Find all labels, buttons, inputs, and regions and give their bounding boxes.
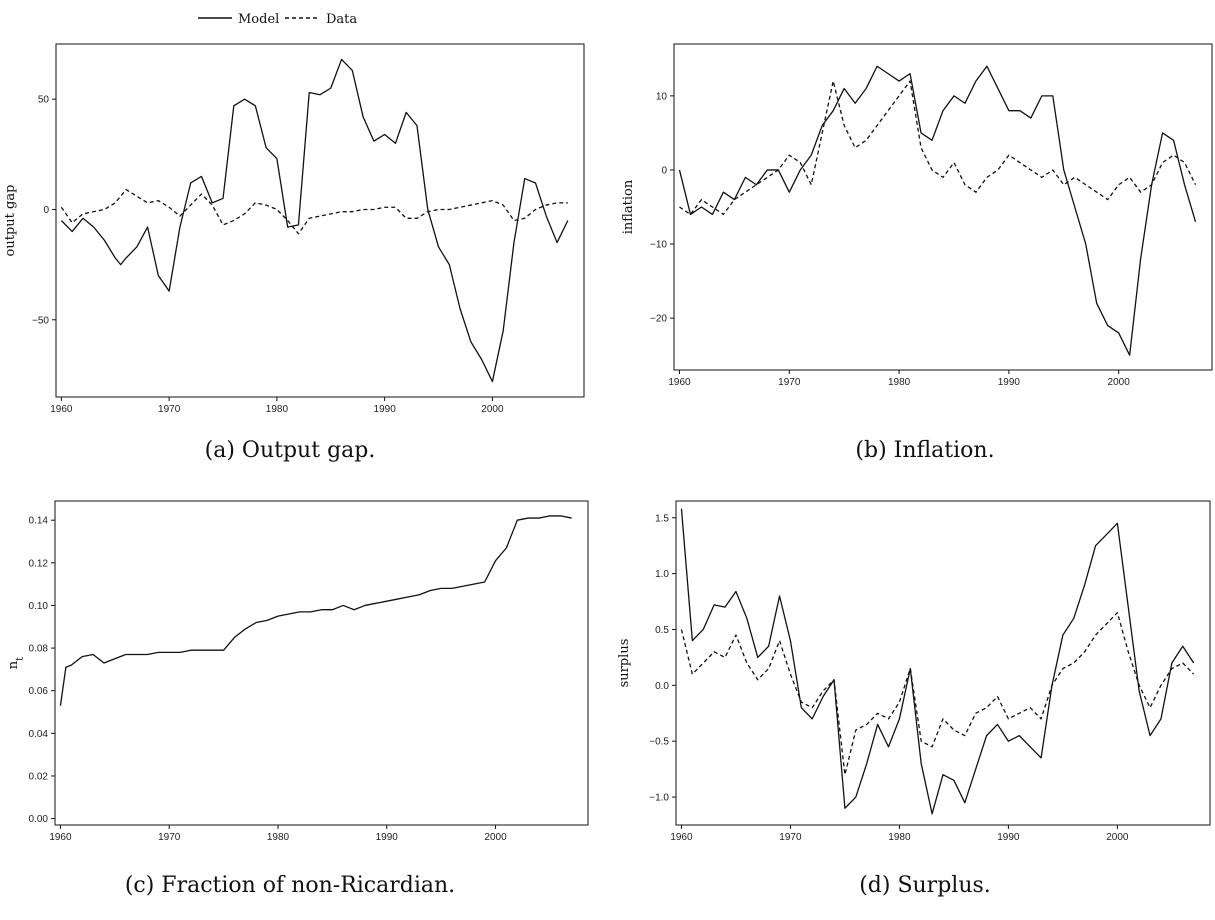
y-tick-label: −0.5 bbox=[649, 737, 669, 748]
y-tick-label: 0.5 bbox=[655, 625, 669, 636]
y-tick-label: 0 bbox=[661, 165, 667, 176]
x-tick-label: 1960 bbox=[670, 832, 693, 843]
series-line-model bbox=[678, 65, 1197, 356]
x-tick-label: 1980 bbox=[888, 832, 911, 843]
y-tick-label: 10 bbox=[656, 91, 668, 102]
y-tick-label: 0 bbox=[43, 205, 49, 216]
y-tick-label: 0.14 bbox=[29, 516, 49, 527]
y-tick-label: −10 bbox=[650, 240, 667, 251]
chart-panel-2: 1960 1970 1980 1990 2000 0.00 0.02 0.04 0.06 0.08… bbox=[6, 500, 589, 898]
chart-panel-1: 1960 1970 1980 1990 2000 −20 −10 0 10 inflation (b… bbox=[621, 43, 1213, 463]
x-tick-label: 2000 bbox=[481, 404, 504, 415]
panel-caption: (a) Output gap. bbox=[205, 438, 376, 463]
legend: Model Data bbox=[198, 12, 357, 27]
y-axis-label: output gap bbox=[3, 185, 18, 257]
y-tick-label: −50 bbox=[32, 315, 49, 326]
plot-frame bbox=[673, 43, 1213, 371]
x-tick-label: 1990 bbox=[376, 832, 399, 843]
legend-data-label: Data bbox=[326, 12, 357, 27]
panel-caption: (c) Fraction of non-Ricardian. bbox=[125, 873, 455, 898]
x-tick-label: 1980 bbox=[888, 377, 911, 388]
panel-caption: (b) Inflation. bbox=[855, 438, 994, 463]
x-tick-label: 1990 bbox=[374, 404, 397, 415]
x-tick-label: 1970 bbox=[158, 404, 181, 415]
x-tick-label: 2000 bbox=[1108, 377, 1131, 388]
x-tick-label: 2000 bbox=[484, 832, 507, 843]
y-tick-label: 0.04 bbox=[29, 729, 49, 740]
y-tick-label: 0.06 bbox=[29, 686, 49, 697]
x-tick-label: 1980 bbox=[266, 404, 289, 415]
series-line-data bbox=[60, 188, 568, 235]
x-tick-label: 1960 bbox=[49, 832, 72, 843]
y-tick-label: 0.10 bbox=[29, 601, 49, 612]
y-tick-label: 0.0 bbox=[655, 681, 669, 692]
y-tick-label: 0.00 bbox=[29, 814, 49, 825]
plot-frame bbox=[54, 500, 589, 826]
chart-panels: 1960 1970 1980 1990 2000 −50 0 50 output gap (a) … bbox=[3, 43, 1213, 898]
series-line-model bbox=[680, 508, 1195, 815]
y-tick-label: 0.08 bbox=[29, 644, 49, 655]
x-tick-label: 1990 bbox=[998, 377, 1021, 388]
chart-panel-0: 1960 1970 1980 1990 2000 −50 0 50 output gap (a) … bbox=[3, 43, 585, 463]
y-tick-label: 1.5 bbox=[655, 513, 669, 524]
legend-model-label: Model bbox=[238, 12, 279, 27]
x-tick-label: 1990 bbox=[997, 832, 1020, 843]
y-tick-label: 1.0 bbox=[655, 569, 669, 580]
series-line-data bbox=[680, 612, 1195, 776]
y-axis-label: surplus bbox=[617, 639, 632, 688]
y-axis-label-subscript: t bbox=[15, 657, 26, 661]
x-tick-label: 1970 bbox=[779, 832, 802, 843]
panel-caption: (d) Surplus. bbox=[859, 873, 991, 898]
plot-frame bbox=[55, 43, 585, 398]
y-tick-label: 0.02 bbox=[29, 771, 49, 782]
x-tick-label: 1970 bbox=[778, 377, 801, 388]
y-axis-label: nt bbox=[6, 657, 26, 669]
y-tick-label: 50 bbox=[38, 95, 50, 106]
x-tick-label: 1960 bbox=[668, 377, 691, 388]
plot-frame bbox=[675, 500, 1211, 826]
series-line-model bbox=[59, 515, 572, 706]
y-tick-label: −20 bbox=[650, 314, 667, 325]
x-tick-label: 1970 bbox=[158, 832, 181, 843]
y-axis-label: inflation bbox=[621, 179, 636, 234]
x-tick-label: 2000 bbox=[1106, 832, 1129, 843]
series-line-model bbox=[60, 58, 569, 383]
x-tick-label: 1960 bbox=[50, 404, 73, 415]
series-line-data bbox=[679, 80, 1197, 216]
y-tick-label: −1.0 bbox=[649, 793, 669, 804]
chart-panel-3: 1960 1970 1980 1990 2000 −1.0 −0.5 0.0 0.5 1.0 1.5… bbox=[617, 500, 1211, 898]
x-tick-label: 1980 bbox=[267, 832, 290, 843]
y-tick-label: 0.12 bbox=[29, 558, 49, 569]
